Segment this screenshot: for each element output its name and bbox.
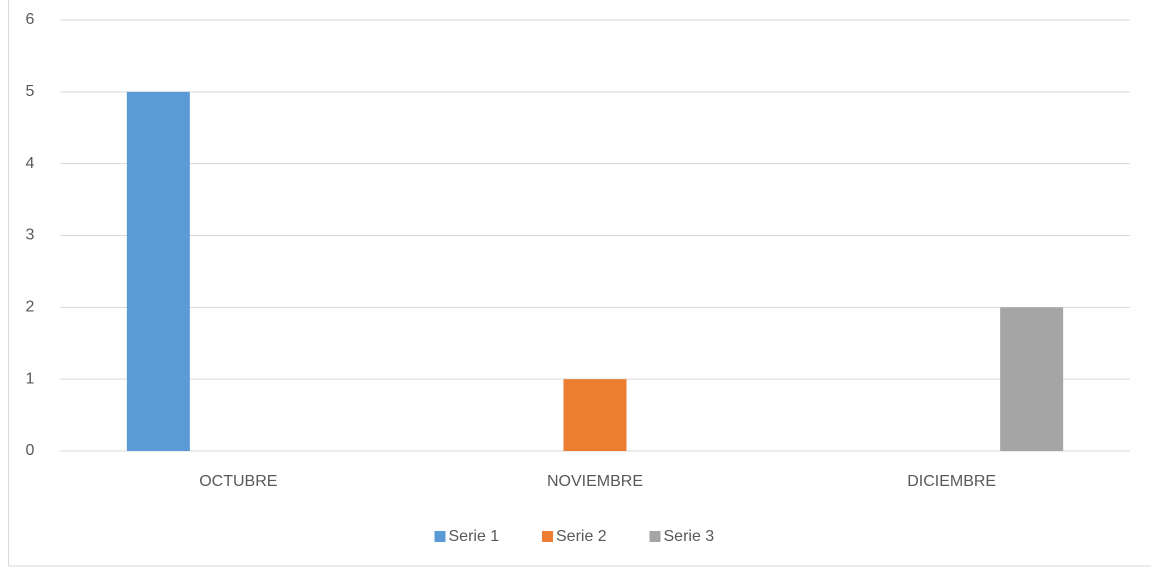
- legend-label: Serie 1: [449, 528, 500, 545]
- legend-label: Serie 2: [556, 528, 607, 545]
- y-tick-label: 5: [26, 83, 35, 100]
- x-tick-label: NOVIEMBRE: [547, 473, 643, 490]
- legend-swatch: [434, 531, 446, 542]
- bar: [1000, 307, 1064, 451]
- y-tick-label: 3: [26, 227, 35, 244]
- x-tick-label: OCTUBRE: [199, 473, 277, 490]
- y-tick-label: 0: [26, 442, 35, 459]
- bar: [126, 91, 190, 451]
- legend-swatch: [649, 531, 661, 542]
- y-tick-label: 1: [26, 370, 35, 387]
- y-tick-label: 2: [26, 299, 35, 316]
- legend-swatch: [542, 531, 553, 542]
- chart-frame: [8, 0, 1151, 567]
- y-tick-label: 6: [26, 11, 35, 28]
- bar: [563, 379, 627, 451]
- y-tick-label: 4: [26, 155, 35, 172]
- legend-label: Serie 3: [664, 528, 715, 545]
- x-tick-label: DICIEMBRE: [907, 473, 996, 490]
